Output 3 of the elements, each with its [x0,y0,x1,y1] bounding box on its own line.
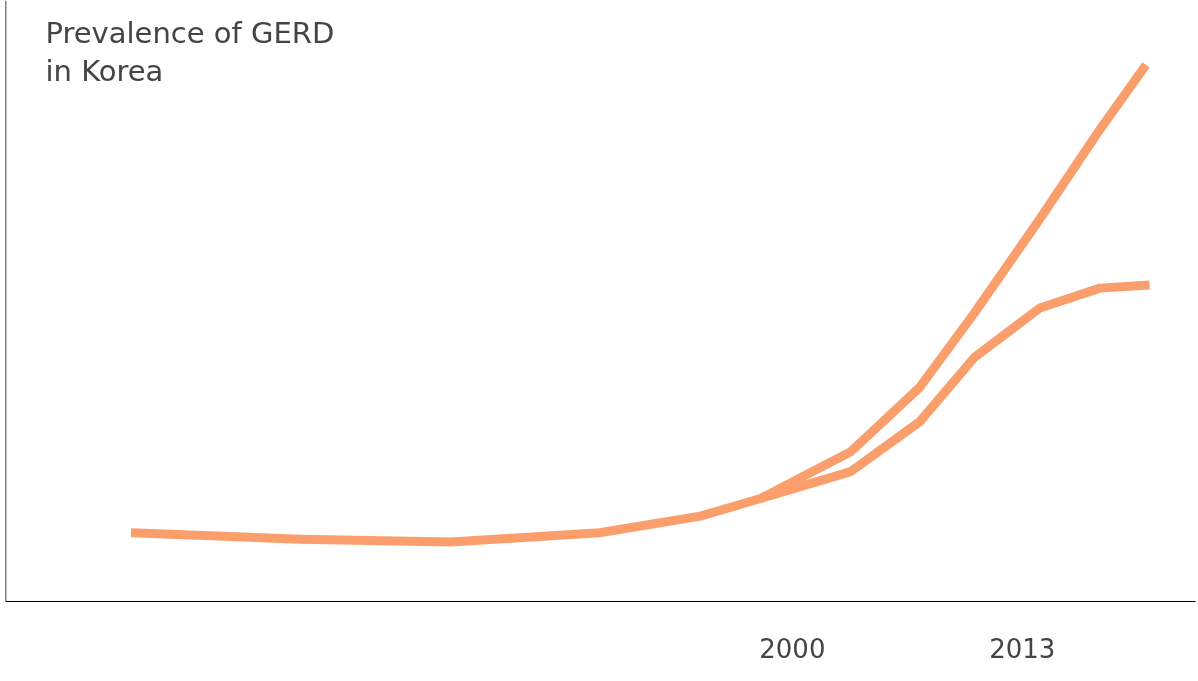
x-tick-label: 2013 [989,633,1056,664]
x-tick-label: 2000 [759,633,826,664]
y-axis-title: Prevalence of GERD in Korea [45,15,335,88]
